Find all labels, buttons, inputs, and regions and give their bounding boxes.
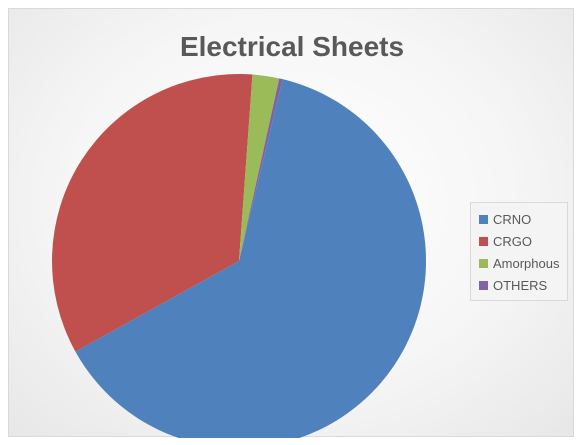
chart-title: Electrical Sheets	[179, 31, 405, 62]
pie-slice-amorphous	[239, 74, 280, 262]
legend-label-amorphous: Amorphous	[493, 255, 560, 271]
chart-area: Electrical Sheets CRNO CRGO Amorphous OT…	[8, 8, 574, 438]
legend-label-crgo: CRGO	[493, 233, 532, 249]
legend-swatch-crgo	[479, 236, 488, 246]
pie-chart	[51, 74, 426, 438]
pie-slice-crgo	[51, 74, 253, 352]
pie-slice-others	[239, 78, 283, 261]
legend-item-others: OTHERS	[479, 274, 559, 296]
legend-swatch-amorphous	[479, 258, 488, 268]
chart-legend: CRNO CRGO Amorphous OTHERS	[470, 202, 569, 301]
legend-item-amorphous: Amorphous	[479, 252, 559, 274]
legend-swatch-crno	[479, 214, 488, 224]
legend-item-crno: CRNO	[479, 208, 559, 230]
legend-swatch-others	[479, 280, 488, 290]
legend-label-crno: CRNO	[493, 211, 532, 227]
legend-label-others: OTHERS	[493, 277, 548, 293]
legend-item-crgo: CRGO	[479, 230, 559, 252]
pie-slice-crno	[75, 79, 426, 438]
